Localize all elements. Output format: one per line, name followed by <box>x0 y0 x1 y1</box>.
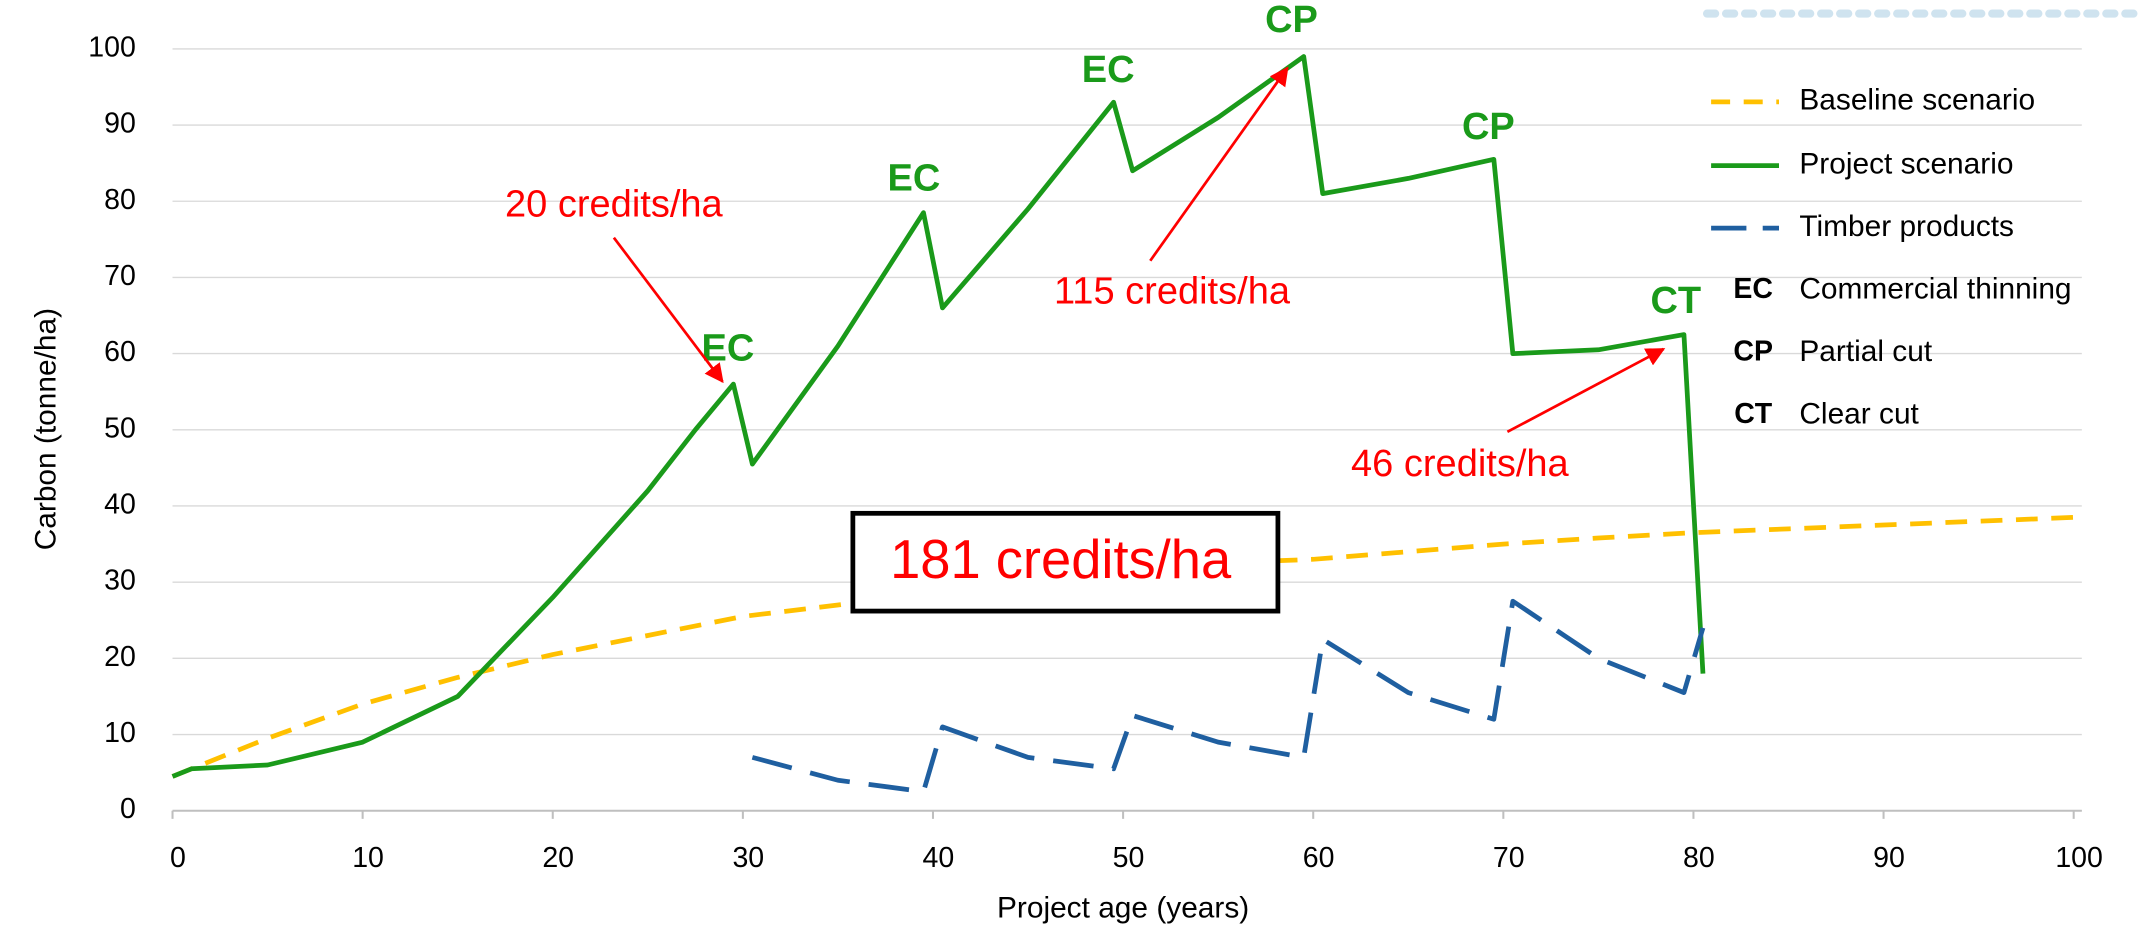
y-tick-label: 100 <box>88 31 136 63</box>
total-label: 181 credits/ha <box>890 529 1232 590</box>
y-tick-label: 80 <box>104 184 136 216</box>
callout-arrow <box>1149 66 1289 262</box>
annotation: CT <box>1650 280 1701 322</box>
legend-label: Baseline scenario <box>1799 84 2035 117</box>
y-tick-label: 40 <box>104 489 136 521</box>
legend-code-label: Clear cut <box>1799 397 1919 430</box>
annotation: EC <box>888 158 941 200</box>
series-line <box>171 54 1706 779</box>
legend-code: CT <box>1734 398 1773 430</box>
legend-code: EC <box>1733 273 1773 305</box>
y-tick-label: 90 <box>104 108 136 140</box>
callout: 20 credits/ha <box>505 183 724 225</box>
legend-code-label: Partial cut <box>1799 335 1932 368</box>
y-tick-label: 10 <box>104 717 136 749</box>
series-line <box>751 598 1706 795</box>
x-tick-label: 100 <box>2055 842 2103 874</box>
series-line <box>171 515 2074 779</box>
callout-arrow <box>1506 347 1666 434</box>
y-axis-label: Carbon (tonne/ha) <box>29 308 62 550</box>
legend-label: Timber products <box>1799 210 2014 243</box>
y-tick-label: 20 <box>104 641 136 673</box>
x-tick-label: 80 <box>1683 842 1715 874</box>
total-box <box>850 510 1281 614</box>
x-tick-label: 20 <box>542 842 574 874</box>
y-tick-label: 0 <box>120 793 136 825</box>
legend-code: CP <box>1733 336 1773 368</box>
y-tick-label: 30 <box>104 565 136 597</box>
callout: 46 credits/ha <box>1351 443 1570 485</box>
x-tick-label: 30 <box>732 842 764 874</box>
x-tick-label: 50 <box>1113 842 1145 874</box>
x-tick-label: 60 <box>1303 842 1335 874</box>
x-tick-label: 70 <box>1493 842 1525 874</box>
callout-arrow <box>612 236 724 384</box>
annotation: CP <box>1462 106 1515 148</box>
annotation: CP <box>1265 0 1318 41</box>
x-tick-label: 90 <box>1873 842 1905 874</box>
y-tick-label: 50 <box>104 412 136 444</box>
x-axis-label: Project age (years) <box>997 892 1249 925</box>
y-tick-label: 60 <box>104 336 136 368</box>
legend-code-label: Commercial thinning <box>1799 272 2071 305</box>
x-tick-label: 40 <box>923 842 955 874</box>
annotation: EC <box>1082 49 1135 91</box>
legend-label: Project scenario <box>1799 148 2013 181</box>
callout: 115 credits/ha <box>1054 270 1291 312</box>
x-tick-label: 0 <box>170 842 186 874</box>
x-tick-label: 10 <box>352 842 384 874</box>
y-tick-label: 70 <box>104 260 136 292</box>
